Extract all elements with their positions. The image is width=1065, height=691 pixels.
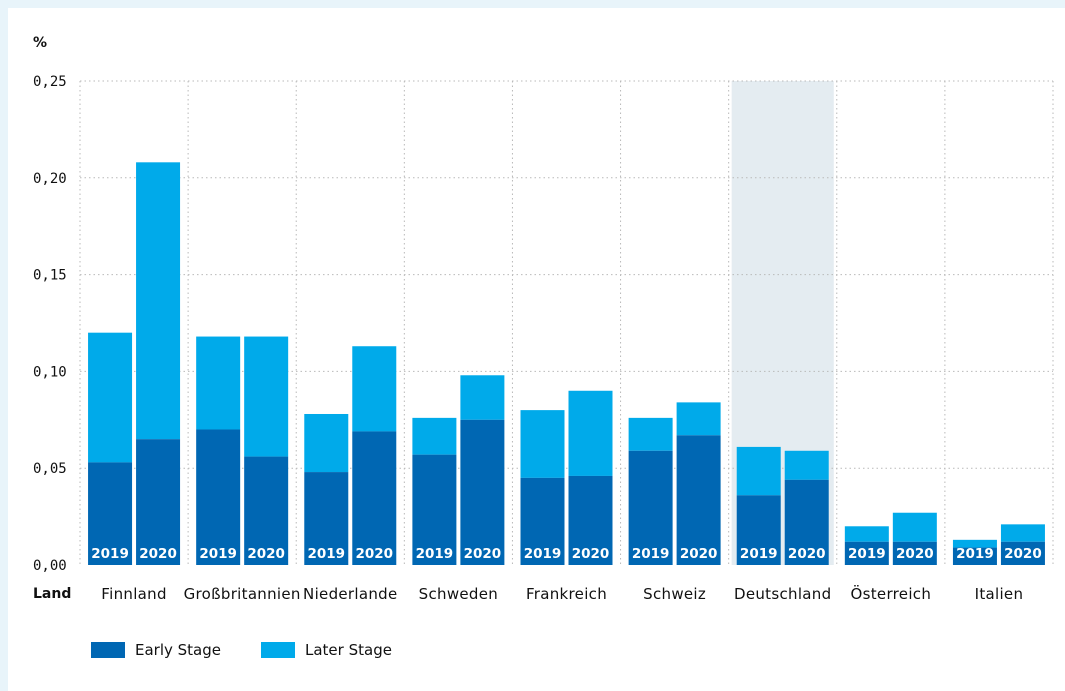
legend: Early Stage Later Stage <box>91 641 392 659</box>
bar-year-label: 2020 <box>896 546 934 562</box>
bar-later-stage <box>892 512 937 542</box>
bar-year-label: 2020 <box>464 546 502 562</box>
bar-later-stage <box>568 390 613 476</box>
legend-item-early-stage: Early Stage <box>91 641 221 659</box>
bar-early-stage <box>136 439 181 565</box>
bar-early-stage <box>736 495 781 565</box>
x-category-label: Niederlande <box>303 585 397 603</box>
bar-later-stage <box>676 402 721 436</box>
bar-later-stage <box>784 450 829 480</box>
x-category-label: Finnland <box>101 585 167 603</box>
bar-later-stage <box>628 417 673 451</box>
bar-early-stage <box>460 419 505 565</box>
x-category-label: Italien <box>975 585 1024 603</box>
bar-early-stage <box>196 429 241 565</box>
bar-early-stage <box>676 435 721 565</box>
y-unit-label: % <box>33 35 47 51</box>
bar-year-label: 2020 <box>139 546 177 562</box>
chart-card: 0,00 0,05 0,10 0,15 0,20 0,25% Land 2019 2020 Fin… <box>8 8 1065 691</box>
x-category-label: Frankreich <box>526 585 607 603</box>
bar-later-stage <box>136 162 181 440</box>
bar-early-stage <box>568 475 613 565</box>
bar-later-stage <box>244 336 289 457</box>
bar-early-stage <box>352 431 397 565</box>
legend-label-later-stage: Later Stage <box>305 641 392 659</box>
bar-later-stage <box>304 413 349 473</box>
bar-early-stage <box>244 456 289 565</box>
bar-early-stage <box>520 477 565 565</box>
y-tick-label: 0,20 <box>33 171 67 187</box>
bar-year-label: 2020 <box>680 546 718 562</box>
bar-early-stage <box>628 450 673 565</box>
y-tick-label: 0,10 <box>33 364 67 380</box>
bar-later-stage <box>736 446 781 496</box>
x-category-label: Deutschland <box>734 585 831 603</box>
x-category-label: Schweden <box>419 585 498 603</box>
bar-later-stage <box>352 346 397 432</box>
bar-later-stage <box>1000 524 1045 542</box>
bar-early-stage <box>88 462 133 565</box>
bar-later-stage <box>520 410 565 478</box>
bar-later-stage <box>412 417 457 455</box>
bar-year-label: 2019 <box>416 546 454 562</box>
bar-year-label: 2019 <box>632 546 670 562</box>
stacked-bar-chart: 0,00 0,05 0,10 0,15 0,20 0,25% Land 2019 2020 Fin… <box>33 35 1054 603</box>
bar-later-stage <box>88 332 133 463</box>
bar-year-label: 2019 <box>848 546 886 562</box>
bar-year-label: 2020 <box>788 546 826 562</box>
bar-year-label: 2019 <box>740 546 778 562</box>
bar-year-label: 2020 <box>355 546 393 562</box>
y-tick-label: 0,00 <box>33 558 67 574</box>
bar-early-stage <box>1000 541 1045 565</box>
bar-later-stage <box>460 375 505 420</box>
bar-early-stage <box>892 541 937 565</box>
bar-early-stage <box>304 472 349 565</box>
y-tick-label: 0,05 <box>33 461 67 477</box>
legend-swatch-early-stage <box>91 642 125 658</box>
bar-early-stage <box>952 547 997 565</box>
bar-year-label: 2019 <box>307 546 345 562</box>
bar-year-label: 2020 <box>247 546 285 562</box>
legend-item-later-stage: Later Stage <box>261 641 392 659</box>
bar-year-label: 2019 <box>91 546 129 562</box>
legend-swatch-later-stage <box>261 642 295 658</box>
bar-year-label: 2020 <box>1004 546 1042 562</box>
bar-later-stage <box>844 526 889 542</box>
bar-year-label: 2020 <box>572 546 610 562</box>
bar-early-stage <box>412 454 457 565</box>
legend-label-early-stage: Early Stage <box>135 641 221 659</box>
bar-year-label: 2019 <box>524 546 562 562</box>
bar-later-stage <box>952 539 997 548</box>
bar-early-stage <box>784 479 829 565</box>
y-tick-label: 0,25 <box>33 74 67 90</box>
x-category-label: Österreich <box>851 584 932 603</box>
bar-year-label: 2019 <box>956 546 994 562</box>
x-category-label: Großbritannien <box>184 585 301 603</box>
bar-early-stage <box>844 541 889 565</box>
x-axis-title: Land <box>33 586 71 602</box>
bar-year-label: 2019 <box>199 546 237 562</box>
x-category-label: Schweiz <box>643 585 706 603</box>
bar-later-stage <box>196 336 241 430</box>
y-tick-label: 0,15 <box>33 268 67 284</box>
